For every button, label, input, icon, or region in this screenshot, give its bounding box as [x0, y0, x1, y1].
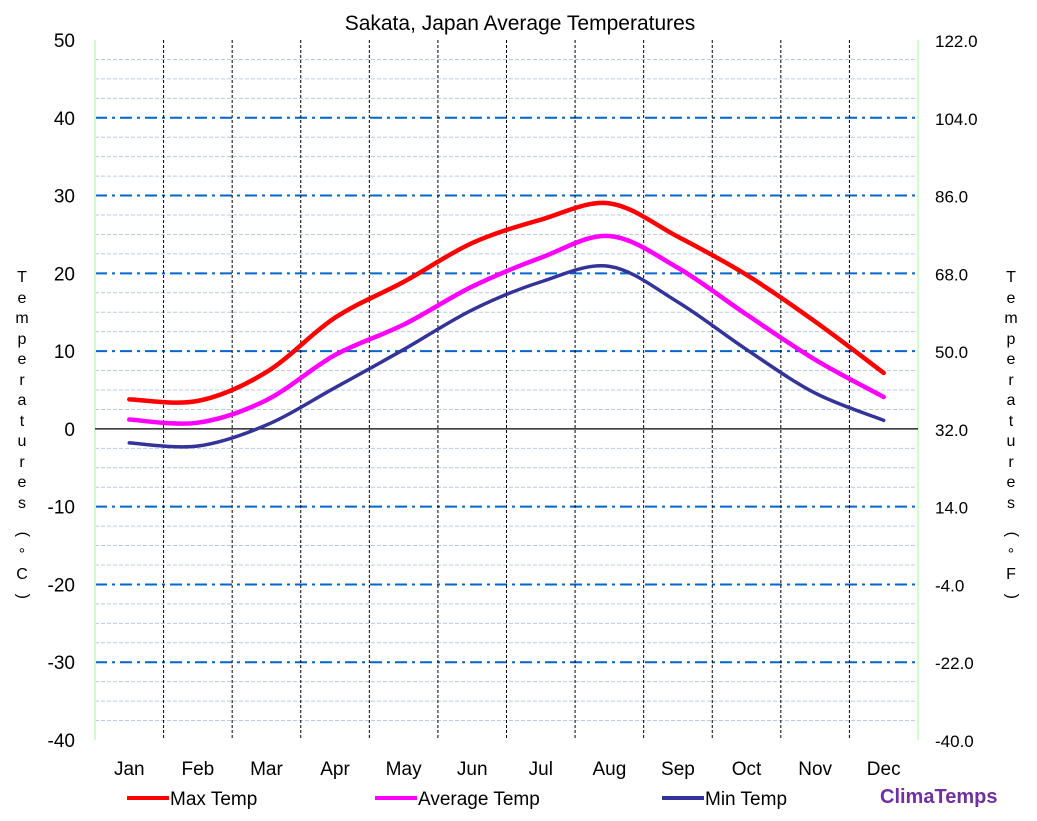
x-tick-label: Dec — [867, 759, 901, 780]
y-tick-label: -20 — [48, 575, 75, 596]
x-tick-label: May — [386, 759, 422, 780]
x-tick-label: Apr — [320, 759, 350, 780]
y-tick-label: 0 — [64, 420, 75, 441]
y2-tick-label: 86.0 — [935, 188, 968, 207]
chart-title: Sakata, Japan Average Temperatures — [345, 12, 696, 35]
y2-tick-label: 32.0 — [935, 421, 968, 440]
series-line-average-temp — [127, 233, 886, 426]
legend-label-average-temp: Average Temp — [418, 789, 540, 810]
series-line-min-temp — [127, 263, 886, 449]
y2-tick-label: 14.0 — [935, 499, 968, 518]
x-tick-label: Oct — [732, 759, 762, 780]
y2-tick-label: -40.0 — [935, 732, 974, 751]
y-tick-label: -40 — [48, 731, 75, 752]
y-tick-label: 10 — [54, 342, 75, 363]
y2-tick-label: 68.0 — [935, 265, 968, 284]
y-tick-label: -10 — [48, 498, 75, 519]
y2-tick-label: 104.0 — [935, 110, 978, 129]
x-tick-label: Jul — [529, 759, 553, 780]
climatemps-logo: ClimaTemps — [880, 786, 998, 808]
x-tick-label: Mar — [250, 759, 283, 780]
x-tick-label: Jan — [114, 759, 145, 780]
x-tick-label: Feb — [182, 759, 215, 780]
x-tick-label: Jun — [457, 759, 488, 780]
x-tick-label: Nov — [798, 759, 832, 780]
legend-label-min-temp: Min Temp — [705, 789, 787, 810]
y-tick-label: 20 — [54, 264, 75, 285]
y-tick-label: 50 — [54, 31, 75, 52]
y-tick-label: 40 — [54, 109, 75, 130]
y2-tick-label: -22.0 — [935, 654, 974, 673]
y2-tick-label: -4.0 — [935, 576, 964, 595]
y-tick-label: -30 — [48, 653, 75, 674]
y2-tick-label: 122.0 — [935, 32, 978, 51]
x-tick-label: Sep — [661, 759, 695, 780]
y-tick-label: 30 — [54, 187, 75, 208]
x-tick-label: Aug — [592, 759, 626, 780]
legend-label-max-temp: Max Temp — [170, 789, 257, 810]
y2-tick-label: 50.0 — [935, 343, 968, 362]
series-line-max-temp — [127, 200, 886, 405]
